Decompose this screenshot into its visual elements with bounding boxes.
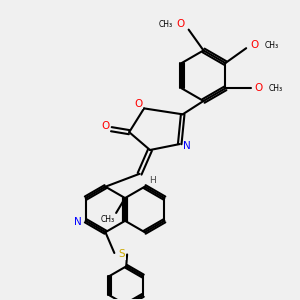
Text: N: N [74,217,82,227]
Text: O: O [176,19,185,29]
Text: O: O [255,83,263,93]
Text: S: S [118,250,125,260]
Text: O: O [250,40,259,50]
Text: CH₃: CH₃ [269,84,283,93]
Text: O: O [101,121,110,131]
Text: N: N [183,140,191,151]
Text: O: O [134,99,142,109]
Text: CH₃: CH₃ [158,20,172,29]
Text: CH₃: CH₃ [101,215,115,224]
Text: CH₃: CH₃ [264,41,278,50]
Text: H: H [149,176,155,185]
